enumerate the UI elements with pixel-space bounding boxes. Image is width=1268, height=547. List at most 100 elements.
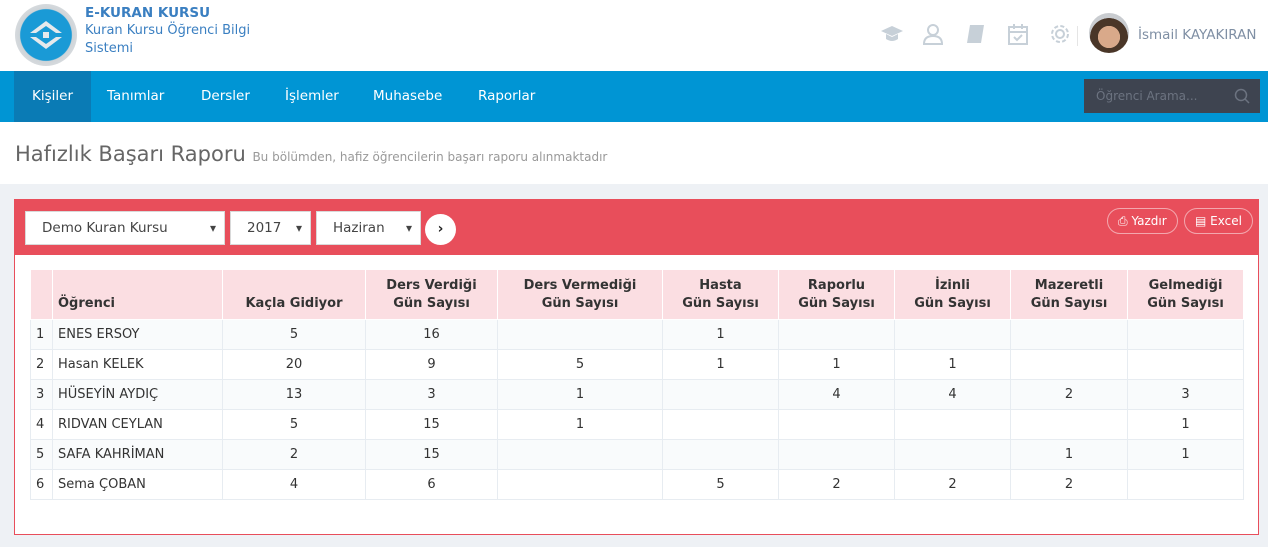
table-cell [497,469,663,500]
table-cell: 13 [222,379,366,410]
calendar-check-icon[interactable] [1006,22,1030,46]
table-cell [1127,319,1244,350]
table-cell: 1 [778,349,895,380]
table-row: 2 Hasan KELEK 20 9 5 1 1 1 [30,349,1244,380]
header-line-2: Gün Sayısı [914,296,991,311]
gear-icon[interactable] [1048,22,1072,46]
table-cell: 1 [662,319,779,350]
table-header-row: Öğrenci Kaçla Gidiyor Ders Verdiği Gün Sayı… [30,269,1244,320]
table-row: 6 Sema ÇOBAN 4 6 5 2 2 2 [30,469,1244,500]
column-header: Raporlu Gün Sayısı [778,269,895,320]
table-row: 3 HÜSEYİN AYDIÇ 13 3 1 4 4 2 3 [30,379,1244,410]
print-icon: ⎙ [1118,214,1128,228]
book-icon[interactable] [964,22,988,46]
student-search-input[interactable]: Öğrenci Arama... [1084,79,1260,113]
column-header [30,269,53,320]
header-line-1: Raporlu [807,278,866,293]
student-name-cell: HÜSEYİN AYDIÇ [52,379,223,410]
graduation-cap-icon[interactable] [880,22,904,46]
nav-tanimlar[interactable]: Tanımlar [107,88,165,104]
table-cell [778,409,895,440]
table-cell: 1 [1010,439,1128,470]
student-name-cell: RIDVAN CEYLAN [52,409,223,440]
header-line-1: Ders Vermediği [523,278,637,293]
table-cell [1127,469,1244,500]
header-line-2: Gün Sayısı [1147,296,1224,311]
table-cell: 2 [30,349,53,380]
header-line-2: Gün Sayısı [1030,296,1108,311]
top-header: E-KURAN KURSU Kuran Kursu Öğrenci Bilgi Si… [0,0,1268,71]
table-cell: 5 [30,439,53,470]
nav-dersler[interactable]: Dersler [201,88,250,104]
table-cell: 2 [1010,379,1128,410]
main-nav: Kişiler Tanımlar Dersler İşlemler Muhase… [0,71,1268,122]
table-cell: 4 [778,379,895,410]
table-cell: 3 [1127,379,1244,410]
header-line-1: Gelmediği [1148,278,1223,293]
table-cell: 20 [222,349,366,380]
header-line-2: Öğrenci [58,296,116,311]
table-cell [1010,409,1128,440]
table-cell: 9 [365,349,498,380]
table-cell [662,439,779,470]
table-cell [497,319,663,350]
column-header: Hasta Gün Sayısı [662,269,779,320]
table-cell: 15 [365,439,498,470]
report-table: Öğrenci Kaçla Gidiyor Ders Verdiği Gün Sayı… [30,269,1244,500]
table-cell [1127,349,1244,380]
users-icon[interactable] [922,22,946,46]
table-cell: 1 [662,349,779,380]
table-cell: 2 [778,469,895,500]
excel-label: Excel [1210,214,1242,228]
student-name-cell: Hasan KELEK [52,349,223,380]
table-cell: 3 [365,379,498,410]
table-cell [1010,349,1128,380]
table-cell: 3 [30,379,53,410]
header-line-1: Mazeretli [1034,278,1104,293]
excel-button[interactable]: ▤ Excel [1184,208,1253,234]
go-button[interactable]: › [425,214,456,245]
nav-islemler[interactable]: İşlemler [285,88,339,104]
table-cell: 15 [365,409,498,440]
student-name-cell: Sema ÇOBAN [52,469,223,500]
page-header: Hafızlık Başarı Raporu Bu bölümden, hafi… [0,122,1268,184]
header-line-1: Hasta [699,278,742,293]
table-row: 1 ENES ERSOY 5 16 1 [30,319,1244,350]
column-header: Ders Verdiği Gün Sayısı [365,269,498,320]
table-cell: 5 [222,409,366,440]
table-cell [894,439,1011,470]
nav-raporlar[interactable]: Raporlar [478,88,536,104]
search-icon[interactable] [1234,88,1250,104]
app-subtitle-2: Sistemi [85,41,134,56]
table-cell [894,409,1011,440]
chevron-right-icon: › [437,221,444,237]
user-name[interactable]: İsmail KAYAKIRAN [1138,27,1257,43]
table-cell: 1 [497,409,663,440]
app-title: E-KURAN KURSU [85,5,211,21]
table-cell [662,379,779,410]
avatar[interactable] [1089,13,1129,53]
print-button[interactable]: ⎙ Yazdır [1107,208,1178,234]
header-line-2: Gün Sayısı [798,296,875,311]
table-cell: 5 [222,319,366,350]
search-placeholder: Öğrenci Arama... [1096,89,1198,103]
nav-muhasebe[interactable]: Muhasebe [373,88,443,104]
column-header: Gelmediği Gün Sayısı [1127,269,1244,320]
table-cell: 2 [894,469,1011,500]
month-select[interactable]: Haziran [316,211,421,245]
divider [1077,26,1078,46]
nav-kisiler[interactable]: Kişiler [14,71,91,122]
report-panel: Demo Kuran Kursu 2017 Haziran › ⎙ Yazdır… [14,199,1259,535]
table-row: 4 RIDVAN CEYLAN 5 15 1 1 [30,409,1244,440]
header-line-2: Gün Sayısı [541,296,619,311]
course-select[interactable]: Demo Kuran Kursu [25,211,225,245]
table-cell: 2 [222,439,366,470]
table-cell: 5 [662,469,779,500]
app-brand: E-KURAN KURSU Kuran Kursu Öğrenci Bilgi Si… [85,4,250,58]
table-cell: 16 [365,319,498,350]
year-select[interactable]: 2017 [230,211,311,245]
app-logo[interactable] [15,4,77,66]
table-cell: 6 [365,469,498,500]
column-header: Ders Vermediği Gün Sayısı [497,269,663,320]
table-cell: 1 [30,319,53,350]
